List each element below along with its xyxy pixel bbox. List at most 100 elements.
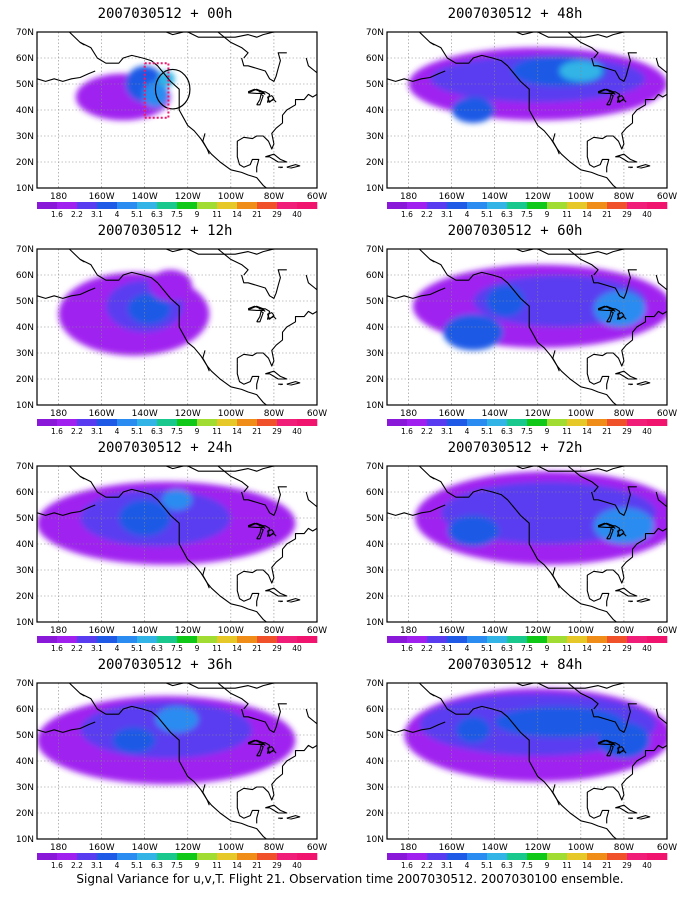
- colorbar-label: 21: [252, 210, 262, 219]
- colorbar-label: 1.6: [51, 644, 63, 653]
- lon-tick-label: 100W: [218, 626, 244, 636]
- colorbar-label: 21: [602, 644, 612, 653]
- lon-tick-label: 180: [50, 626, 67, 636]
- coastlines: [37, 466, 317, 622]
- colorbar-swatch: [547, 636, 568, 643]
- variance-contour: [157, 71, 175, 87]
- colorbar: 1.6 2.2 3.1 4 5.1 6.3 7.5 9 11 14 21 29 40: [387, 202, 668, 219]
- variance-contour: [593, 290, 646, 327]
- variance-contour: [447, 515, 499, 547]
- lat-tick-label: 30N: [366, 566, 384, 576]
- coastlines: [387, 249, 667, 405]
- lat-tick-label: 50N: [366, 80, 384, 90]
- colorbar-label: 21: [252, 427, 262, 436]
- colorbar-label: 11: [212, 210, 222, 219]
- lat-tick-label: 20N: [16, 809, 34, 819]
- colorbar-swatch: [447, 419, 468, 426]
- lat-tick-label: 70N: [16, 679, 34, 689]
- colorbar-label: 4: [115, 210, 120, 219]
- lat-tick-label: 10N: [366, 401, 384, 411]
- colorbar-swatch: [607, 636, 628, 643]
- lat-tick-label: 50N: [16, 514, 34, 524]
- colorbar-swatch: [37, 202, 58, 209]
- variance-contour: [149, 269, 193, 301]
- colorbar-swatch: [627, 419, 648, 426]
- map-plot: 70N 60N 50N 40N 30N 20N 10N 180 160W 140W 120W 100W…: [366, 462, 677, 653]
- colorbar-swatch: [197, 636, 218, 643]
- colorbar-label: 2.2: [421, 210, 433, 219]
- lon-tick-label: 180: [400, 843, 417, 853]
- panel-title: 2007030512 + 48h: [447, 6, 583, 22]
- colorbar-swatch: [427, 853, 448, 860]
- colorbar-label: 1.6: [401, 427, 413, 436]
- lon-tick-label: 140W: [132, 626, 158, 636]
- colorbar-label: 7.5: [171, 644, 183, 653]
- colorbar-label: 7.5: [171, 210, 183, 219]
- colorbar-swatch: [587, 853, 608, 860]
- colorbar-swatch: [297, 636, 318, 643]
- colorbar-swatch: [257, 853, 278, 860]
- colorbar-label: 4: [465, 861, 470, 870]
- colorbar-swatch: [407, 202, 428, 209]
- colorbar-swatch: [467, 853, 488, 860]
- lon-tick-label: 160W: [89, 409, 115, 419]
- lon-tick-label: 180: [50, 192, 67, 202]
- colorbar-swatch: [297, 853, 318, 860]
- variance-contour: [451, 97, 495, 123]
- colorbar-label: 40: [642, 427, 652, 436]
- colorbar-swatch: [177, 419, 198, 426]
- colorbar-swatch: [177, 636, 198, 643]
- colorbar-label: 29: [622, 210, 632, 219]
- colorbar-label: 14: [582, 861, 592, 870]
- map-panel: 2007030512 + 72h 70N 60N 50N 40N 30N 20N 10N 180…: [355, 440, 677, 653]
- lon-tick-label: 80W: [614, 843, 634, 853]
- lon-tick-label: 80W: [614, 192, 634, 202]
- lon-tick-label: 160W: [89, 843, 115, 853]
- panel-title: 2007030512 + 72h: [447, 440, 583, 456]
- map-plot: 70N 60N 50N 40N 30N 20N 10N 180 160W 140W 120W 100W…: [16, 245, 327, 436]
- colorbar-swatch: [647, 853, 668, 860]
- colorbar-label: 1.6: [401, 861, 413, 870]
- lat-tick-label: 30N: [366, 132, 384, 142]
- colorbar-label: 11: [562, 427, 572, 436]
- lat-tick-label: 70N: [16, 462, 34, 472]
- colorbar-label: 6.3: [151, 644, 163, 653]
- colorbar-label: 7.5: [171, 427, 183, 436]
- variance-contour: [155, 706, 199, 733]
- colorbar-label: 2.2: [421, 861, 433, 870]
- colorbar-swatch: [447, 853, 468, 860]
- colorbar-swatch: [587, 202, 608, 209]
- colorbar-label: 40: [292, 861, 302, 870]
- colorbar-swatch: [137, 853, 158, 860]
- colorbar-label: 21: [602, 427, 612, 436]
- colorbar-label: 14: [582, 210, 592, 219]
- lat-tick-label: 10N: [16, 401, 34, 411]
- colorbar-swatch: [407, 636, 428, 643]
- colorbar-swatch: [217, 419, 238, 426]
- colorbar-swatch: [197, 419, 218, 426]
- lat-tick-label: 70N: [16, 28, 34, 38]
- lat-tick-label: 40N: [366, 106, 384, 116]
- lat-tick-label: 20N: [366, 375, 384, 385]
- colorbar-swatch: [527, 853, 548, 860]
- lat-tick-label: 40N: [16, 106, 34, 116]
- lon-tick-label: 60W: [307, 843, 327, 853]
- lat-tick-label: 60N: [16, 271, 34, 281]
- colorbar-swatch: [237, 636, 258, 643]
- colorbar: 1.6 2.2 3.1 4 5.1 6.3 7.5 9 11 14 21 29 40: [387, 636, 668, 653]
- lat-tick-label: 30N: [16, 566, 34, 576]
- colorbar-label: 2.2: [71, 210, 83, 219]
- lat-tick-label: 10N: [366, 835, 384, 845]
- colorbar-swatch: [277, 419, 298, 426]
- colorbar-swatch: [57, 419, 78, 426]
- colorbar-label: 3.1: [91, 644, 103, 653]
- colorbar-swatch: [117, 853, 138, 860]
- map-panel: 2007030512 + 36h 70N 60N 50N 40N 30N 20N 10N 180…: [5, 657, 327, 870]
- lon-tick-label: 80W: [264, 409, 284, 419]
- colorbar-label: 7.5: [521, 210, 533, 219]
- lat-tick-label: 20N: [366, 809, 384, 819]
- colorbar-label: 14: [232, 427, 242, 436]
- colorbar-label: 2.2: [421, 644, 433, 653]
- colorbar-label: 3.1: [441, 861, 453, 870]
- colorbar-swatch: [137, 419, 158, 426]
